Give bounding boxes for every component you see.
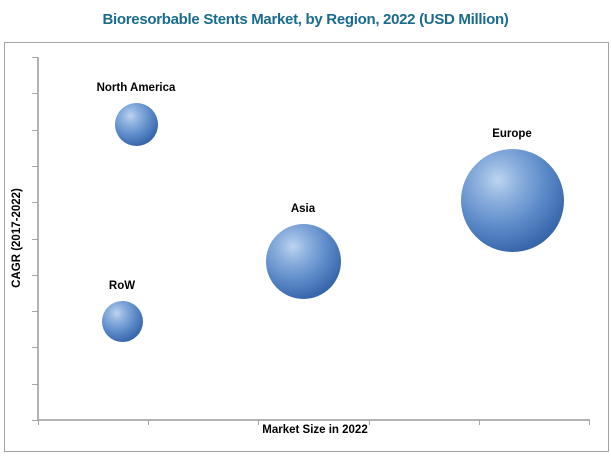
y-axis-title: CAGR (2017-2022): [11, 188, 23, 288]
x-axis-tick: [589, 420, 590, 425]
bubble-label-row: RoW: [108, 279, 136, 292]
x-axis-line: [37, 419, 590, 421]
y-axis-tick: [32, 166, 38, 167]
y-axis-tick: [32, 130, 38, 131]
x-axis-tick: [38, 420, 39, 425]
y-axis-tick: [32, 420, 38, 421]
x-axis-tick: [369, 420, 370, 425]
bubble-north-america[interactable]: [114, 102, 158, 146]
x-axis-title: Market Size in 2022: [262, 424, 368, 436]
bubble-label-europe: Europe: [492, 127, 532, 140]
y-axis-tick: [32, 239, 38, 240]
chart-title: Bioresorbable Stents Market, by Region, …: [102, 11, 509, 28]
bubble-row[interactable]: [101, 300, 143, 342]
x-axis-tick: [258, 420, 259, 425]
y-axis-tick: [32, 93, 38, 94]
x-axis-tick: [479, 420, 480, 425]
y-axis-tick: [32, 311, 38, 312]
y-axis-tick: [32, 275, 38, 276]
y-axis-tick: [32, 57, 38, 58]
bubble-label-north-america: North America: [96, 81, 176, 94]
x-axis-tick: [148, 420, 149, 425]
y-axis-line: [37, 57, 39, 420]
y-axis-tick: [32, 384, 38, 385]
bubble-label-asia: Asia: [290, 202, 316, 215]
y-axis-tick: [32, 202, 38, 203]
y-axis-tick: [32, 347, 38, 348]
bubble-europe[interactable]: [460, 148, 564, 252]
bubble-asia[interactable]: [265, 223, 341, 299]
